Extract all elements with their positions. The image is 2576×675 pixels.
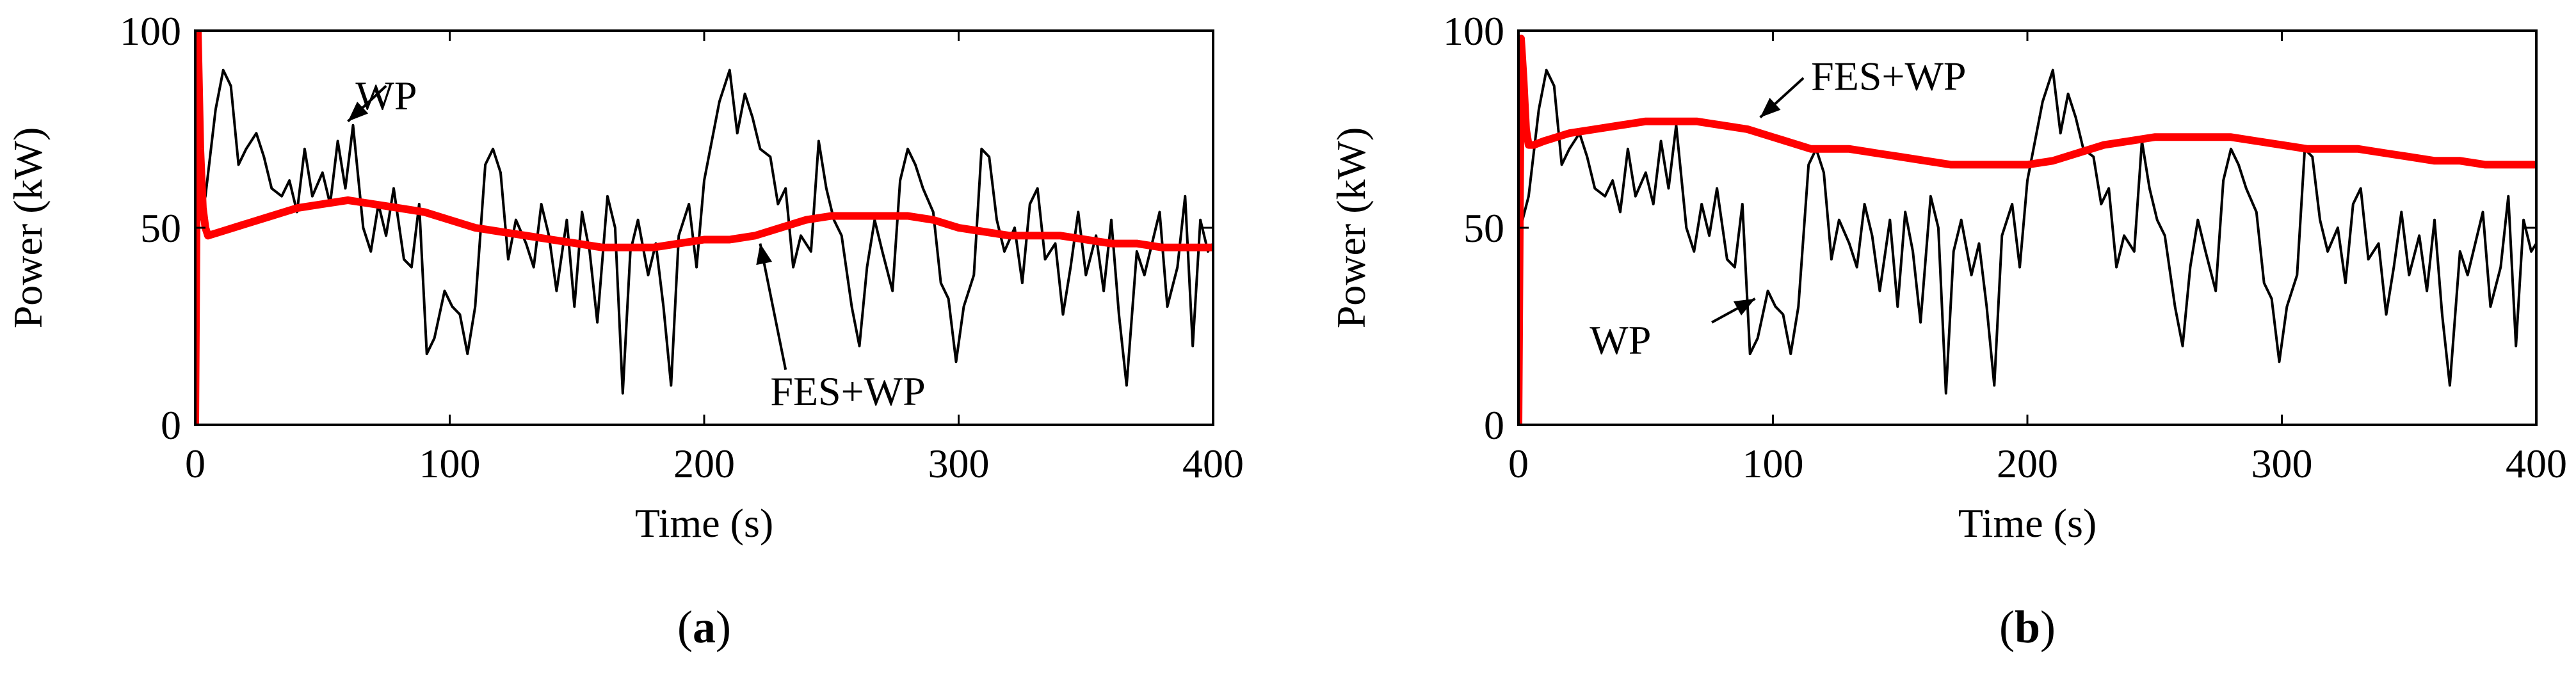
x-tick-label: 100 bbox=[1743, 441, 1804, 486]
panel-label: (b) bbox=[1999, 601, 2056, 653]
y-tick-label: 50 bbox=[140, 205, 181, 251]
plot-frame bbox=[194, 29, 1214, 426]
y-tick-label: 0 bbox=[1484, 402, 1504, 448]
x-tick-label: 0 bbox=[185, 441, 205, 486]
x-tick-label: 100 bbox=[419, 441, 481, 486]
x-tick-label: 200 bbox=[673, 441, 735, 486]
axis-ticks bbox=[194, 29, 1214, 426]
annotation-label: FES+WP bbox=[1811, 53, 1966, 99]
axis-ticks bbox=[1517, 29, 2538, 426]
y-tick-label: 50 bbox=[1463, 205, 1504, 251]
annotation-arrow bbox=[759, 243, 787, 370]
series-layer bbox=[1518, 35, 2536, 425]
series-line-wp bbox=[195, 68, 1213, 395]
annotation-arrowhead bbox=[1760, 97, 1781, 118]
plot-frame bbox=[1517, 29, 2538, 426]
annotation-label: FES+WP bbox=[770, 369, 925, 414]
y-axis-title: Power (kW) bbox=[1328, 127, 1374, 329]
panel-label: (a) bbox=[677, 601, 731, 653]
y-tick-label: 0 bbox=[161, 402, 181, 448]
y-tick-label: 100 bbox=[1443, 8, 1504, 54]
chart-panel-b: 0 50 100 0 100 200 300 400 Time (s) Powe… bbox=[1328, 8, 2567, 653]
x-tick-label: 300 bbox=[928, 441, 990, 486]
x-tick-label: 0 bbox=[1508, 441, 1529, 486]
x-tick-label: 400 bbox=[2506, 441, 2567, 486]
annotation-label: WP bbox=[1590, 317, 1651, 363]
annotation-arrowhead bbox=[348, 101, 369, 122]
x-tick-label: 400 bbox=[1182, 441, 1244, 486]
series-layer bbox=[195, 31, 1213, 425]
x-axis-title: Time (s) bbox=[635, 500, 773, 546]
x-axis-title: Time (s) bbox=[1958, 500, 2097, 546]
y-axis-title: Power (kW) bbox=[5, 127, 51, 329]
x-tick-label: 300 bbox=[2251, 441, 2313, 486]
annotation-arrowhead bbox=[756, 243, 773, 266]
series-line-fes-wp bbox=[1518, 35, 2536, 425]
x-tick-label: 200 bbox=[1997, 441, 2058, 486]
y-tick-label: 100 bbox=[120, 8, 181, 54]
series-line-fes-wp bbox=[195, 31, 1213, 425]
annotation-arrowhead bbox=[1733, 298, 1755, 316]
chart-panel-a: 0 50 100 0 100 200 300 400 Time (s) Powe… bbox=[5, 8, 1244, 653]
